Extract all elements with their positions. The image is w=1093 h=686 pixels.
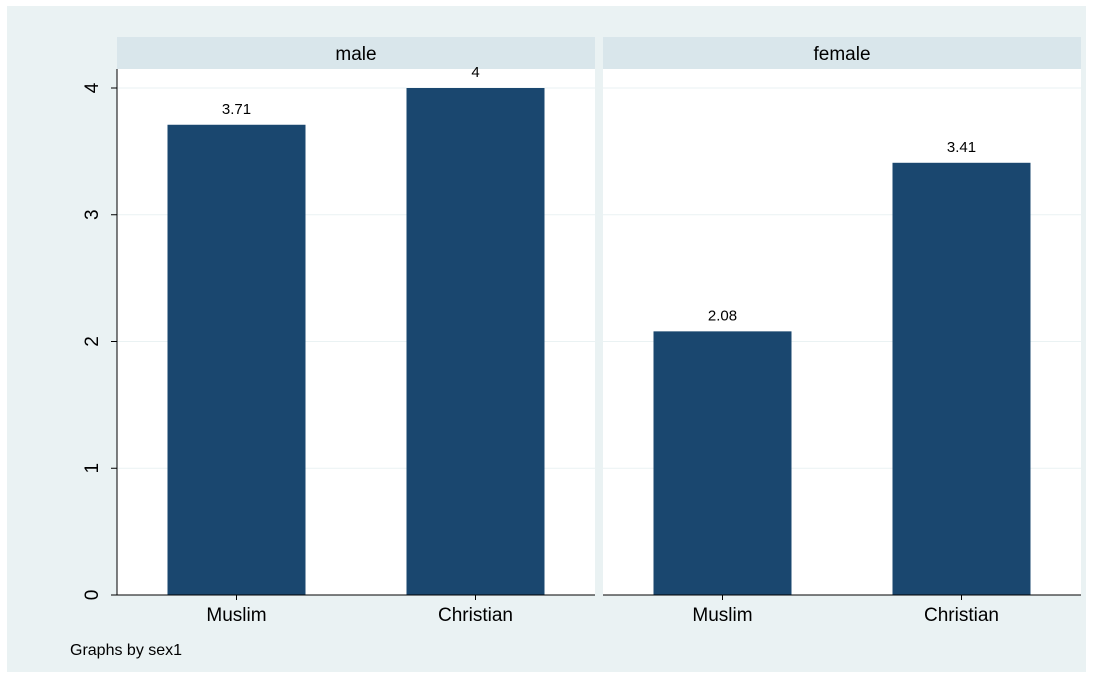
y-axis: 0 1 2 3 4 (82, 69, 118, 601)
panel-title: male (335, 44, 376, 65)
panels: male 3.71 Muslim 4 Christian female 2.08 Muslim… (117, 37, 1081, 626)
bar-value-label: 3.71 (222, 101, 251, 118)
y-tick-label: 1 (82, 463, 103, 474)
panel-male: male 3.71 Muslim 4 Christian (117, 37, 595, 626)
bar-muslim (167, 124, 306, 595)
x-tick-label: Christian (438, 605, 513, 626)
panel-strip (603, 37, 1081, 69)
bar-value-label: 3.41 (947, 139, 976, 156)
bar-christian (892, 162, 1031, 595)
y-tick-label: 0 (82, 590, 103, 601)
panel-strip (117, 37, 595, 69)
chart-note: Graphs by sex1 (70, 642, 182, 659)
x-tick-label: Muslim (692, 605, 752, 626)
bar-value-label: 2.08 (708, 307, 737, 324)
bar-value-label: 4 (471, 64, 479, 81)
x-tick-label: Christian (924, 605, 999, 626)
bar-christian (406, 88, 545, 595)
y-tick-label: 2 (82, 336, 103, 347)
bar-muslim (653, 331, 792, 595)
panel-female: female 2.08 Muslim 3.41 Christian (603, 37, 1081, 626)
panel-title: female (813, 44, 870, 65)
x-tick-label: Muslim (206, 605, 266, 626)
y-tick-label: 3 (82, 209, 103, 220)
y-tick-label: 4 (82, 82, 103, 93)
